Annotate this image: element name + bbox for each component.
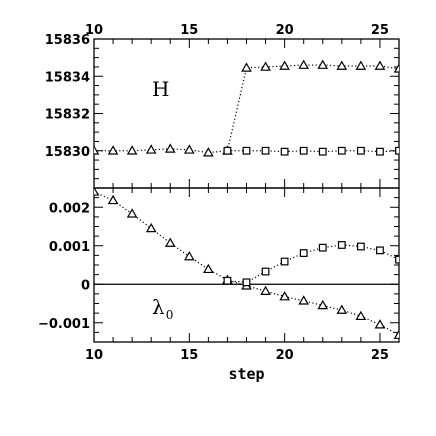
series-line-triangle: [94, 191, 399, 336]
x-tick-label: 20: [276, 348, 294, 363]
panel-label: H: [152, 77, 169, 101]
triangle-point: [260, 61, 271, 71]
triangle-point: [203, 147, 214, 157]
x-tick-label: 10: [85, 23, 103, 38]
square-point: [261, 146, 270, 155]
triangle-point: [336, 304, 348, 314]
square-point: [376, 246, 384, 255]
plot-frame: [93, 187, 400, 343]
triangle-point: [317, 59, 329, 69]
series-line-square: [227, 150, 399, 153]
triangle-point: [164, 237, 176, 247]
square-point: [223, 276, 232, 285]
triangle-point: [336, 60, 348, 70]
panel-label-subscript: 0: [166, 308, 174, 322]
triangle-point: [374, 60, 386, 70]
triangle-point: [164, 143, 176, 153]
triangle-point: [94, 188, 100, 196]
square-point: [395, 146, 399, 155]
triangle-point: [298, 59, 310, 69]
y-tick-label: 0.001: [49, 240, 90, 255]
x-tick-label: 25: [371, 23, 389, 38]
triangle-point: [355, 310, 367, 321]
series-line-square: [227, 244, 399, 283]
square-point: [299, 249, 308, 257]
square-point: [261, 267, 270, 276]
triangle-point: [279, 60, 290, 70]
square-point: [242, 146, 251, 155]
series-group: [94, 59, 399, 157]
x-axis-label: step: [228, 365, 264, 383]
x-tick-label: 10: [85, 348, 103, 363]
triangle-point: [107, 145, 119, 155]
panel-label: λ0: [152, 295, 173, 322]
triangle-point: [355, 60, 367, 70]
y-tick-label: 15834: [45, 70, 90, 85]
triangle-point: [298, 295, 310, 305]
y-tick-label: 15836: [45, 33, 90, 48]
x-tick-label: 20: [276, 23, 294, 38]
triangle-point: [393, 329, 399, 339]
square-point: [318, 243, 327, 252]
square-point: [242, 278, 251, 287]
triangle-point: [279, 291, 290, 301]
square-point: [337, 241, 346, 249]
y-tick-label: 0: [81, 278, 90, 293]
series-line-triangle: [94, 64, 399, 154]
plot-frame: [93, 38, 400, 189]
y-tick-label: 15830: [45, 145, 90, 160]
triangle-point: [260, 285, 271, 296]
square-point: [376, 147, 384, 156]
square-point: [337, 146, 346, 155]
triangle-point: [145, 222, 157, 233]
triangle-point: [183, 251, 195, 261]
square-point: [280, 257, 289, 266]
triangle-point: [374, 319, 386, 329]
triangle-point: [94, 145, 100, 155]
triangle-point: [107, 194, 119, 205]
series-group: [94, 188, 399, 339]
triangle-point: [145, 144, 157, 154]
triangle-point: [126, 145, 138, 155]
x-tick-label: 15: [180, 23, 198, 38]
triangle-point: [183, 144, 195, 154]
panel-lambda: −0.001 0 0.001 0.002 10 15 20 25 λ0 step: [38, 187, 400, 383]
triangle-point: [241, 62, 252, 72]
square-point: [395, 255, 399, 264]
triangle-point: [393, 63, 399, 73]
square-point: [356, 146, 365, 155]
x-tick-label: 25: [371, 348, 389, 363]
triangle-point: [126, 208, 138, 218]
y-tick-label: 0.002: [49, 201, 90, 216]
y-tick-label: −0.001: [38, 317, 90, 332]
y-tick-label: 15832: [45, 108, 90, 123]
x-tick-label: 15: [180, 348, 198, 363]
triangle-point: [203, 263, 214, 274]
square-point: [299, 146, 308, 155]
square-point: [223, 146, 232, 155]
square-point: [356, 242, 365, 251]
square-point: [318, 147, 327, 156]
square-point: [280, 147, 289, 156]
triangle-point: [317, 299, 329, 310]
